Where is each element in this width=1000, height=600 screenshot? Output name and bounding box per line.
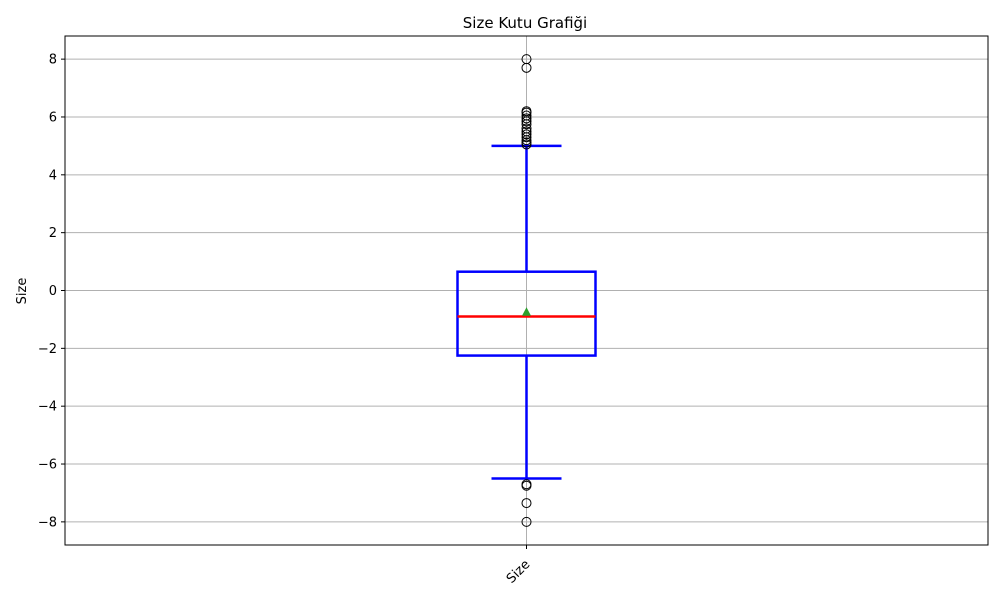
y-tick-label: −6: [38, 458, 57, 473]
y-tick-label: −4: [38, 400, 57, 415]
outlier-point: [521, 516, 532, 527]
outlier-point: [521, 62, 532, 73]
outlier-point: [521, 116, 532, 127]
y-tick-label: 0: [49, 284, 57, 299]
outlier-point: [521, 135, 532, 146]
outlier-point: [521, 498, 532, 509]
iqr-box: [456, 270, 597, 357]
y-tick-label: 8: [49, 53, 57, 68]
x-axis-ticks: Size: [504, 545, 533, 587]
box-plot: [456, 144, 597, 480]
outlier-point: [521, 139, 532, 150]
y-tick-label: −2: [38, 342, 57, 357]
y-tick-label: −8: [38, 515, 57, 530]
outlier-point: [521, 132, 532, 143]
x-tick-label: Size: [504, 557, 533, 586]
outlier-point: [521, 113, 532, 124]
chart-title: Size Kutu Grafiği: [463, 14, 587, 32]
outlier-point: [521, 129, 532, 140]
outlier-points: [521, 54, 532, 527]
outlier-point: [521, 480, 532, 491]
mean-marker: [522, 307, 531, 316]
outlier-point: [521, 119, 532, 130]
y-tick-label: 2: [49, 226, 57, 241]
y-axis-ticks: −8 −6 −4 −2 0 2 4 6 8: [38, 53, 65, 530]
y-axis-label: Size: [15, 278, 30, 305]
y-tick-label: 6: [49, 110, 57, 125]
y-tick-label: 4: [49, 168, 57, 183]
